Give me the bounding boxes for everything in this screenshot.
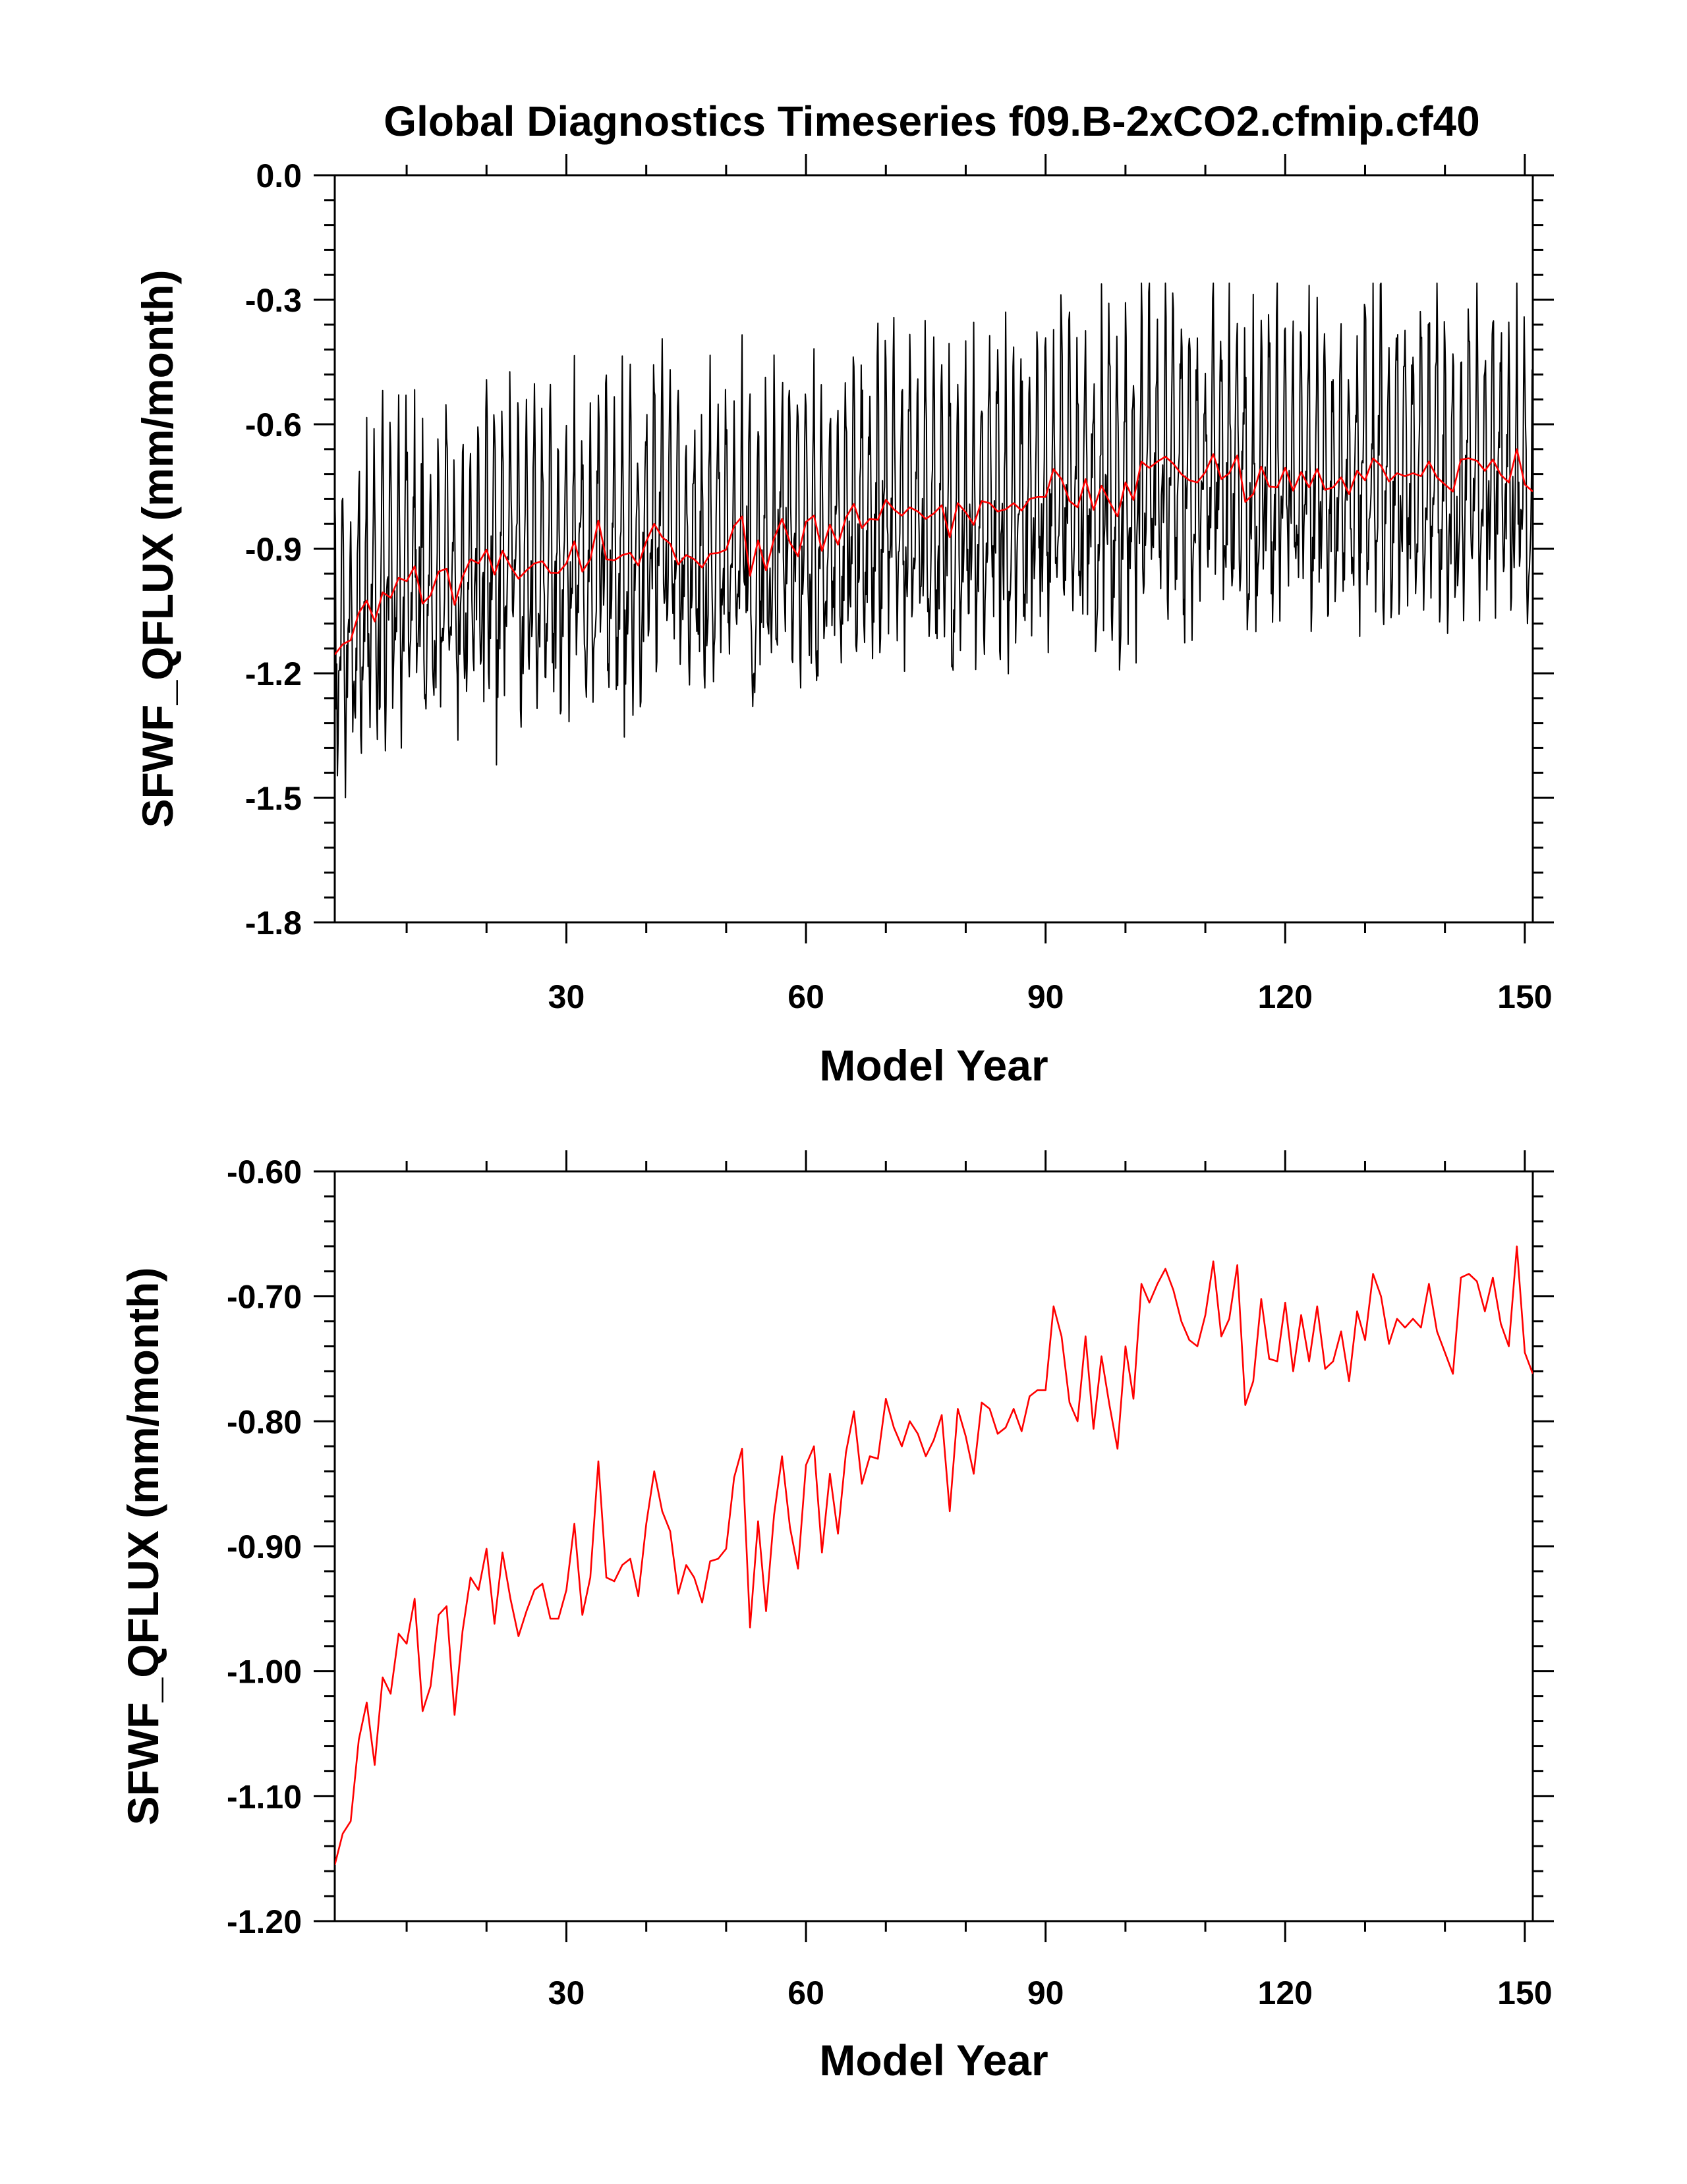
page-title: Global Diagnostics Timeseries f09.B-2xCO…: [384, 98, 1479, 145]
x-axis-label: Model Year: [819, 1041, 1048, 1090]
monthly-series-line: [335, 282, 1533, 798]
y-tick-label: -0.80: [227, 1403, 302, 1440]
y-tick-label: -0.9: [245, 531, 302, 568]
y-tick-label: -1.5: [245, 780, 302, 817]
bottom-plot: 30 60 90 120 150 -0.60 -0.70 -0.80 -0.90 -1.00 -1.…: [119, 1150, 1554, 2085]
x-tick-label: 60: [787, 1974, 824, 2011]
x-tick-label: 150: [1497, 978, 1552, 1015]
x-tick-label: 30: [548, 1974, 585, 2011]
y-tick-label: 0.0: [256, 157, 302, 194]
y-tick-label: -1.20: [227, 1903, 302, 1940]
x-axis-label: Model Year: [819, 2036, 1048, 2085]
y-tick-label: -0.6: [245, 406, 302, 443]
y-tick-label: -0.70: [227, 1279, 302, 1316]
y-axis-label: SFWF_QFLUX (mm/month): [133, 270, 182, 828]
x-tick-label: 120: [1258, 978, 1313, 1015]
annual-series-line: [335, 1245, 1533, 1866]
x-tick-label: 150: [1497, 1974, 1552, 2011]
y-tick-label: -1.8: [245, 905, 302, 941]
x-tick-label: 60: [787, 978, 824, 1015]
y-tick-label: -0.3: [245, 282, 302, 319]
y-tick-label: -1.10: [227, 1778, 302, 1815]
x-tick-label: 90: [1027, 978, 1064, 1015]
plot-frame: [333, 1170, 1534, 1922]
top-plot: 30 60 90 120 150 0.0 -0.3 -0.6 -0.9 -1.2 -1.5 -1.8 M…: [133, 154, 1554, 1090]
y-tick-label: -0.60: [227, 1154, 302, 1190]
y-axis-label: SFWF_QFLUX (mm/month): [119, 1268, 167, 1826]
x-tick-label: 90: [1027, 1974, 1064, 2011]
annual-series-line: [335, 448, 1533, 656]
plot-frame: [333, 174, 1534, 924]
y-tick-label: -0.90: [227, 1528, 302, 1565]
x-tick-label: 30: [548, 978, 585, 1015]
x-tick-label: 120: [1258, 1974, 1313, 2011]
y-tick-label: -1.00: [227, 1654, 302, 1691]
y-tick-label: -1.2: [245, 656, 302, 692]
